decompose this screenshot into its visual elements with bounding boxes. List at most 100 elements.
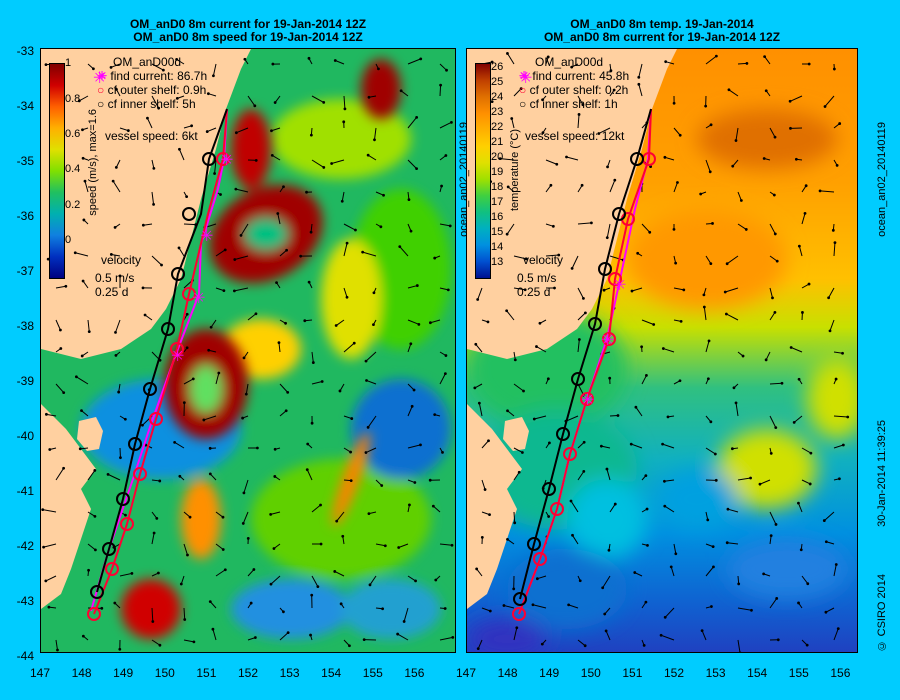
vector-head: [399, 89, 403, 93]
vector-head: [402, 620, 406, 623]
vector-head: [644, 600, 648, 604]
cf-outer-marker: [216, 152, 230, 166]
current-vector: [75, 252, 89, 257]
vector-head: [271, 62, 275, 66]
vector-head: [219, 193, 222, 196]
vector-head: [249, 601, 253, 605]
vector-head: [444, 354, 448, 357]
temperature-map: ✳ ✳ ✳ ✳: [467, 49, 857, 652]
vector-head: [146, 116, 149, 120]
vector-head: [270, 153, 274, 157]
vector-head: [130, 572, 134, 575]
vector-head: [774, 426, 778, 429]
current-vector: [475, 343, 483, 353]
speed-tick: 0.8: [65, 93, 81, 105]
current-vector: [660, 634, 675, 641]
current-vector: [823, 511, 835, 521]
vector-head: [642, 643, 646, 647]
vector-head: [674, 261, 678, 265]
longitude-tick: 149: [539, 666, 560, 680]
current-vector: [705, 447, 716, 455]
temp-tick: 24: [491, 91, 504, 103]
vector-head: [523, 288, 527, 292]
current-vector: [439, 85, 442, 97]
longitude-tick: 154: [747, 666, 768, 680]
land-north: [41, 49, 251, 359]
legend-cf-outer-text: cf outer shelf: 0.2h: [529, 83, 629, 97]
vector-head: [160, 263, 163, 267]
current-vector: [311, 504, 321, 513]
vector-head: [343, 107, 347, 111]
current-vector: [673, 543, 677, 554]
longitude-tick: 153: [279, 666, 300, 680]
vector-head: [506, 52, 509, 55]
island: [503, 417, 529, 451]
longitude-tick: 153: [705, 666, 726, 680]
vector-head: [709, 262, 713, 266]
vector-head: [339, 602, 343, 606]
vector-head: [672, 101, 676, 105]
island: [77, 417, 103, 451]
vector-head: [342, 120, 346, 124]
vector-head: [434, 578, 438, 582]
vector-head: [284, 409, 288, 413]
right-title: OM_anD0 8m temp. 19-Jan-2014 OM_anD0 8m …: [466, 18, 858, 44]
vector-head: [714, 54, 718, 58]
find-current-marker: ✳: [613, 275, 626, 294]
cf-outer-track: [518, 108, 652, 615]
current-vector: [477, 639, 483, 649]
speed-colorbar: [49, 63, 65, 279]
vector-head: [415, 115, 419, 119]
vector-head: [607, 548, 611, 552]
current-vector: [247, 95, 256, 107]
vector-head: [807, 62, 811, 66]
current-vector: [151, 255, 162, 266]
vector-head: [597, 132, 601, 135]
vector-head: [64, 284, 68, 288]
vector-head: [151, 620, 155, 623]
speed-map: ✳ ✳ ✳ ✳ ✳: [41, 49, 455, 652]
vector-head: [707, 339, 711, 343]
vector-head: [487, 439, 490, 443]
vector-head: [706, 518, 710, 522]
vector-head: [725, 541, 729, 545]
longitude-tick: 156: [404, 666, 425, 680]
cf-inner-marker: [182, 207, 196, 221]
vector-head: [87, 568, 90, 572]
vector-head: [253, 104, 257, 108]
current-vector: [235, 188, 249, 193]
vector-head: [217, 371, 221, 375]
right-title-line1: OM_anD0 8m temp. 19-Jan-2014: [570, 17, 754, 31]
current-vector: [439, 63, 447, 71]
vector-head: [364, 359, 368, 363]
current-vector: [798, 246, 803, 257]
vector-head: [275, 281, 278, 285]
vector-head: [510, 117, 514, 120]
cf-outer-marker: [512, 607, 526, 621]
find-current-marker: ✳: [192, 288, 205, 307]
vector-head: [644, 474, 648, 478]
vector-head: [322, 100, 326, 104]
vector-head: [330, 162, 334, 165]
current-vector: [343, 287, 348, 298]
vector-head: [232, 289, 236, 293]
vector-head: [44, 412, 48, 416]
current-vector: [151, 639, 161, 646]
vector-head: [827, 296, 831, 300]
vector-head: [62, 466, 65, 470]
current-vector: [373, 127, 377, 140]
legend-title: OM_anD00d: [113, 55, 182, 69]
cf-inner-marker: [171, 267, 185, 281]
vector-head: [824, 540, 828, 544]
find-current-marker: ✳: [581, 390, 594, 409]
vector-head: [730, 447, 734, 451]
current-vector: [833, 415, 848, 418]
vector-head: [838, 122, 842, 125]
current-vector: [801, 447, 812, 454]
vector-head: [354, 228, 357, 232]
temp-tick: 15: [491, 226, 504, 238]
current-vector: [375, 543, 386, 547]
legend-cf-inner-text: cf inner shelf: 1h: [529, 97, 618, 111]
vector-head: [450, 543, 454, 547]
current-vector: [215, 569, 226, 577]
